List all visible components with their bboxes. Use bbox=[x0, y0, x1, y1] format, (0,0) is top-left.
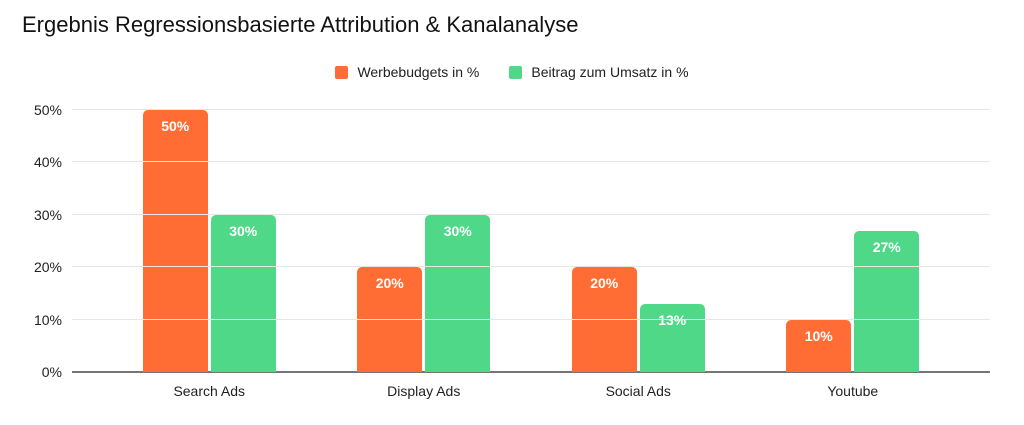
bar-value-label: 30% bbox=[443, 223, 472, 239]
bar-value-label: 30% bbox=[229, 223, 258, 239]
chart-title: Ergebnis Regressionsbasierte Attribution… bbox=[22, 12, 579, 37]
y-axis-tick-label: 40% bbox=[33, 154, 62, 170]
x-category-label-social-ads: Social Ads bbox=[605, 383, 671, 399]
y-axis-tick-label: 20% bbox=[33, 259, 62, 275]
legend: Werbebudgets in % Beitrag zum Umsatz in … bbox=[0, 64, 1024, 80]
gridline bbox=[72, 161, 990, 162]
bar-value-label: 20% bbox=[590, 275, 619, 291]
bar-value-label: 20% bbox=[375, 275, 404, 291]
bar-beitrag-umsatz-youtube: 27% bbox=[854, 231, 920, 372]
y-axis-tick-label: 10% bbox=[33, 312, 62, 328]
bar-value-label: 27% bbox=[872, 239, 901, 255]
y-axis-tick-label: 0% bbox=[41, 364, 62, 380]
y-axis-tick-label: 50% bbox=[33, 102, 62, 118]
legend-item-werbebudgets: Werbebudgets in % bbox=[335, 64, 479, 80]
legend-label-beitrag-umsatz: Beitrag zum Umsatz in % bbox=[531, 64, 689, 80]
y-axis-tick-label: 30% bbox=[33, 207, 62, 223]
bars-row: 50% 30% 20% 30% 20% 13% 10% 27% bbox=[72, 110, 990, 372]
bar-value-label: 10% bbox=[804, 328, 833, 344]
gridline bbox=[72, 319, 990, 320]
bar-value-label: 13% bbox=[658, 312, 687, 328]
bar-beitrag-umsatz-display-ads: 30% bbox=[425, 215, 491, 372]
legend-label-werbebudgets: Werbebudgets in % bbox=[357, 64, 480, 80]
legend-swatch-beitrag-umsatz bbox=[509, 65, 523, 79]
x-axis-baseline bbox=[72, 371, 990, 373]
x-category-label-display-ads: Display Ads bbox=[387, 383, 461, 399]
legend-item-beitrag-umsatz: Beitrag zum Umsatz in % bbox=[509, 64, 689, 80]
legend-swatch-werbebudgets bbox=[335, 65, 349, 79]
bar-werbebudgets-search-ads: 50% bbox=[142, 110, 208, 372]
bar-group-display-ads: 20% 30% bbox=[317, 215, 532, 372]
x-category-label-search-ads: Search Ads bbox=[173, 383, 246, 399]
x-category-label-youtube: Youtube bbox=[827, 383, 879, 399]
bar-beitrag-umsatz-search-ads: 30% bbox=[210, 215, 276, 372]
gridline bbox=[72, 266, 990, 267]
x-axis-category-labels: Search Ads Display Ads Social Ads Youtube bbox=[72, 383, 990, 399]
gridline bbox=[72, 214, 990, 215]
bar-beitrag-umsatz-social-ads: 13% bbox=[639, 304, 705, 372]
bar-group-youtube: 10% 27% bbox=[746, 231, 961, 372]
plot-area: 50% 30% 20% 30% 20% 13% 10% 27% Search Ads Displ… bbox=[34, 102, 990, 399]
bar-werbebudgets-youtube: 10% bbox=[786, 320, 852, 372]
gridline bbox=[72, 109, 990, 110]
bar-value-label: 50% bbox=[161, 118, 190, 134]
bar-group-search-ads: 50% 30% bbox=[102, 110, 317, 372]
